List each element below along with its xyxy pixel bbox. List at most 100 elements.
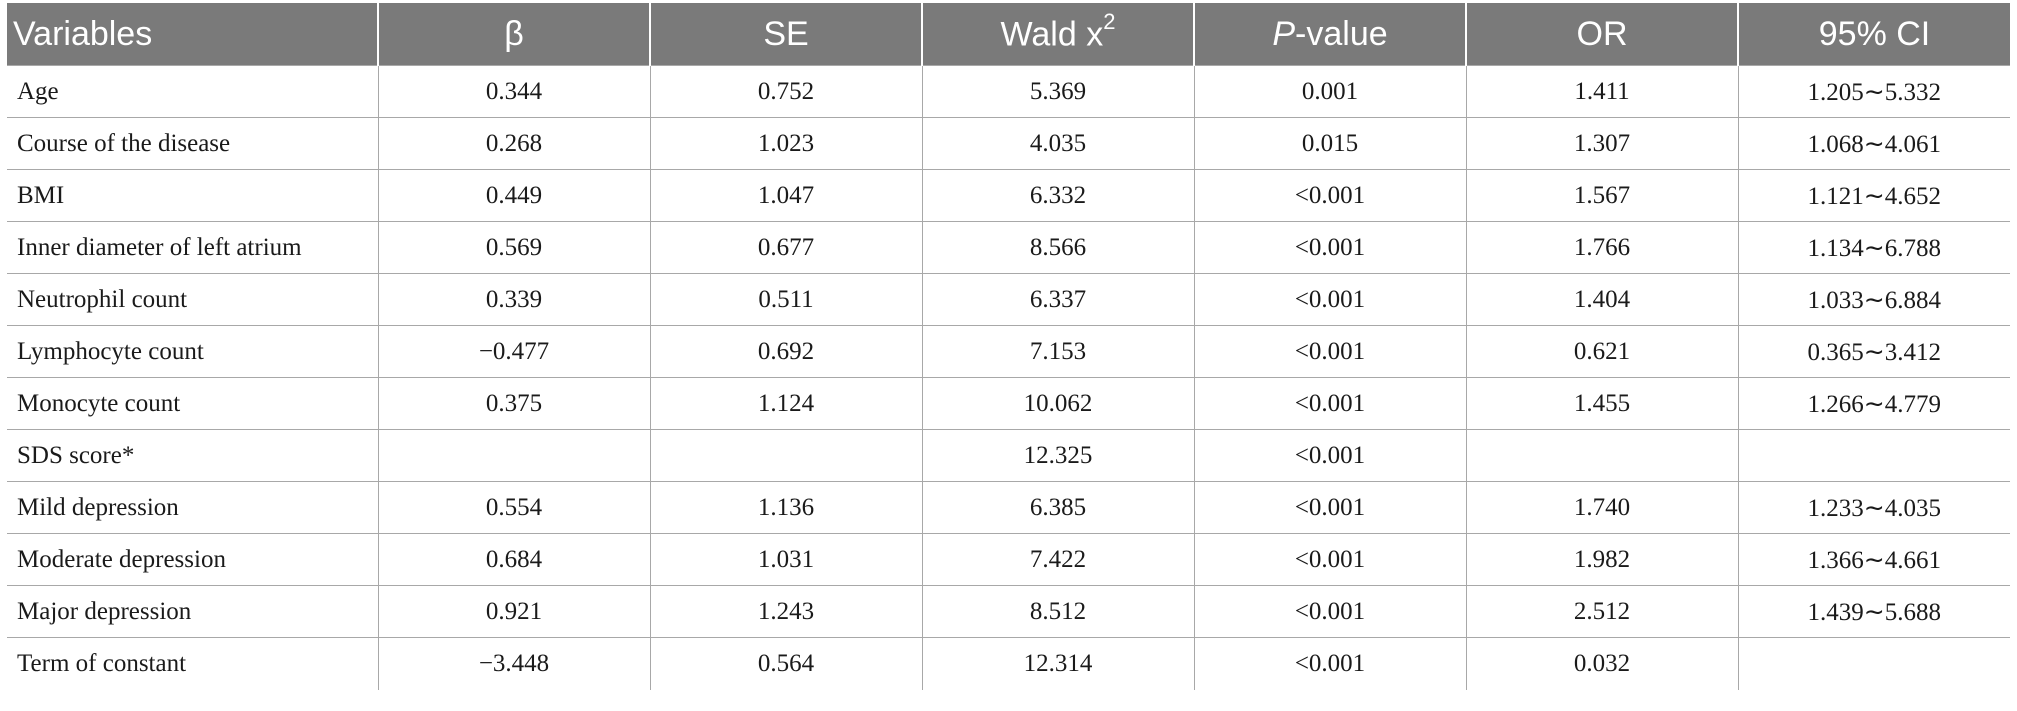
table-row: Inner diameter of left atrium 0.569 0.677 8… [7,221,2010,274]
table-row: Mild depression 0.554 1.136 6.385 <0.001 1.74… [7,481,2010,534]
header-ci: 95% CI [1737,3,2010,66]
table-header: Variables β SE Wald x2 P-value OR 95% CI [7,3,2010,66]
cell-beta: 0.268 [377,117,650,170]
cell-wald: 12.314 [921,637,1194,690]
cell-se: 0.511 [649,273,922,326]
cell-ci [1737,637,2010,690]
cell-wald: 5.369 [921,65,1194,118]
cell-wald: 8.566 [921,221,1194,274]
cell-se: 1.047 [649,169,922,222]
cell-beta: −3.448 [377,637,650,690]
cell-variable: Inner diameter of left atrium [7,221,378,274]
cell-or: 1.982 [1465,533,1738,586]
cell-variable: Course of the disease [7,117,378,170]
table-row: Major depression 0.921 1.243 8.512 <0.001 2.5… [7,585,2010,638]
cell-or [1465,429,1738,482]
cell-se [649,429,922,482]
cell-wald: 7.422 [921,533,1194,586]
cell-se: 1.023 [649,117,922,170]
header-beta: β [377,3,650,66]
cell-or: 1.567 [1465,169,1738,222]
cell-p-value: 0.001 [1193,65,1466,118]
cell-or: 1.740 [1465,481,1738,534]
cell-p-value: <0.001 [1193,429,1466,482]
cell-p-value: 0.015 [1193,117,1466,170]
cell-beta: −0.477 [377,325,650,378]
cell-beta: 0.921 [377,585,650,638]
cell-p-value: <0.001 [1193,325,1466,378]
table-row: Neutrophil count 0.339 0.511 6.337 <0.001 1.4… [7,273,2010,326]
cell-se: 0.677 [649,221,922,274]
header-variables: Variables [7,3,378,66]
cell-se: 0.564 [649,637,922,690]
cell-ci [1737,429,2010,482]
cell-wald: 6.337 [921,273,1194,326]
table-body: Age 0.344 0.752 5.369 0.001 1.411 1.205∼5.332 C… [7,65,2010,690]
header-row: Variables β SE Wald x2 P-value OR 95% CI [7,3,2010,66]
cell-se: 1.031 [649,533,922,586]
table-row: BMI 0.449 1.047 6.332 <0.001 1.567 1.121∼4.652 [7,169,2010,222]
cell-or: 1.404 [1465,273,1738,326]
regression-table-container: Variables β SE Wald x2 P-value OR 95% CI… [7,3,2010,690]
cell-variable: Lymphocyte count [7,325,378,378]
cell-or: 1.307 [1465,117,1738,170]
cell-p-value: <0.001 [1193,273,1466,326]
header-wald: Wald x2 [921,3,1194,66]
cell-variable: BMI [7,169,378,222]
cell-beta: 0.375 [377,377,650,430]
cell-p-value: <0.001 [1193,377,1466,430]
cell-beta: 0.339 [377,273,650,326]
cell-variable: Monocyte count [7,377,378,430]
cell-ci: 1.366∼4.661 [1737,533,2010,586]
cell-wald: 8.512 [921,585,1194,638]
cell-beta: 0.449 [377,169,650,222]
header-se: SE [649,3,922,66]
cell-ci: 1.033∼6.884 [1737,273,2010,326]
cell-variable: Mild depression [7,481,378,534]
cell-or: 0.621 [1465,325,1738,378]
cell-ci: 1.205∼5.332 [1737,65,2010,118]
cell-wald: 12.325 [921,429,1194,482]
cell-wald: 7.153 [921,325,1194,378]
cell-p-value: <0.001 [1193,481,1466,534]
cell-variable: Major depression [7,585,378,638]
cell-beta: 0.554 [377,481,650,534]
cell-wald: 4.035 [921,117,1194,170]
cell-se: 1.136 [649,481,922,534]
table-row: Term of constant −3.448 0.564 12.314 <0.001 0… [7,637,2010,690]
cell-ci: 1.068∼4.061 [1737,117,2010,170]
header-wald-superscript: 2 [1103,9,1116,35]
cell-or: 1.411 [1465,65,1738,118]
header-p-italic: P [1272,14,1296,53]
cell-se: 1.124 [649,377,922,430]
cell-ci: 0.365∼3.412 [1737,325,2010,378]
table-row: SDS score* 12.325 <0.001 [7,429,2010,482]
header-or: OR [1465,3,1738,66]
cell-p-value: <0.001 [1193,169,1466,222]
cell-variable: Age [7,65,378,118]
cell-beta: 0.344 [377,65,650,118]
cell-variable: Term of constant [7,637,378,690]
cell-beta: 0.569 [377,221,650,274]
cell-variable: Neutrophil count [7,273,378,326]
cell-or: 0.032 [1465,637,1738,690]
cell-ci: 1.266∼4.779 [1737,377,2010,430]
cell-or: 2.512 [1465,585,1738,638]
cell-or: 1.766 [1465,221,1738,274]
cell-p-value: <0.001 [1193,637,1466,690]
cell-wald: 10.062 [921,377,1194,430]
header-wald-label: Wald x [1000,15,1104,54]
cell-p-value: <0.001 [1193,533,1466,586]
cell-p-value: <0.001 [1193,221,1466,274]
cell-variable: Moderate depression [7,533,378,586]
cell-p-value: <0.001 [1193,585,1466,638]
header-p-value: P-value [1193,3,1466,66]
logistic-regression-table: Variables β SE Wald x2 P-value OR 95% CI… [7,3,2010,690]
cell-ci: 1.134∼6.788 [1737,221,2010,274]
cell-variable: SDS score* [7,429,378,482]
cell-ci: 1.121∼4.652 [1737,169,2010,222]
table-row: Age 0.344 0.752 5.369 0.001 1.411 1.205∼5.332 [7,65,2010,118]
cell-wald: 6.332 [921,169,1194,222]
cell-ci: 1.439∼5.688 [1737,585,2010,638]
cell-beta [377,429,650,482]
